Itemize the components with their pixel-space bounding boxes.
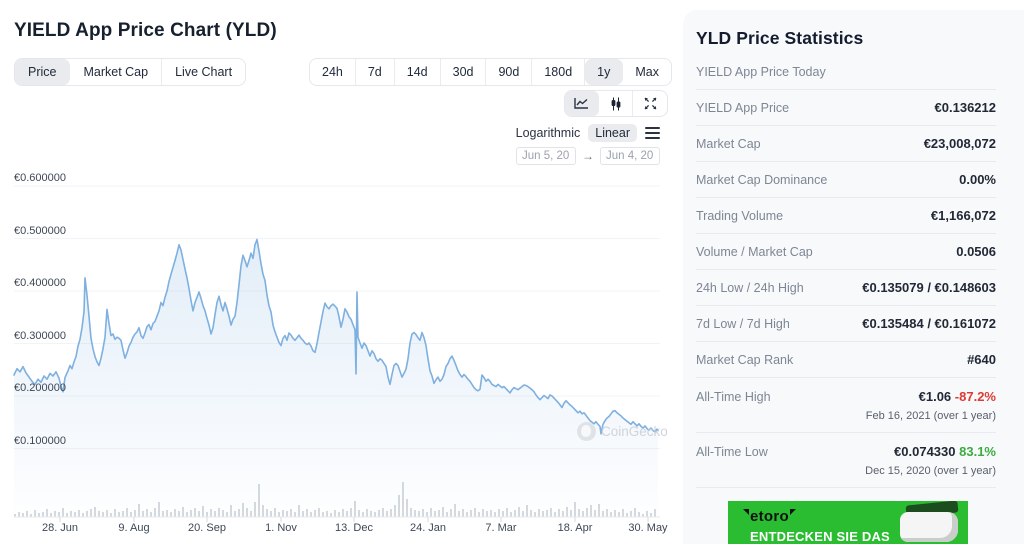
atl-change-pct: 83.1% xyxy=(959,444,996,459)
chart-section: YIELD App Price Chart (YLD) Price Market… xyxy=(0,20,683,542)
date-range-row: → xyxy=(0,147,660,165)
stat-label: Market Cap Dominance xyxy=(696,172,828,187)
atl-value: €0.074330 83.1% xyxy=(894,444,996,459)
fullscreen-icon[interactable] xyxy=(633,91,667,116)
ath-change-pct: -87.2% xyxy=(954,389,996,404)
chart-menu-icon[interactable] xyxy=(645,125,660,142)
date-from-input[interactable] xyxy=(516,147,576,165)
ad-headline: ENTDECKEN SIE DAS xyxy=(750,529,890,544)
ath-date: Feb 16, 2021 (over 1 year) xyxy=(865,410,996,422)
price-line xyxy=(13,238,659,435)
x-axis-tick: 7. Mar xyxy=(485,522,517,534)
stat-row-atl: All-Time Low €0.074330 83.1% Dec 15, 202… xyxy=(696,433,996,488)
stat-row-rank: Market Cap Rank #640 xyxy=(696,342,996,378)
y-axis-tick: €0.200000 xyxy=(14,382,66,394)
line-chart-icon[interactable] xyxy=(565,91,599,116)
stat-label: Market Cap Rank xyxy=(696,352,794,367)
stat-value: 0.0506 xyxy=(956,244,996,259)
stat-label: Market Cap xyxy=(696,136,761,151)
x-axis-tick: 18. Apr xyxy=(557,522,593,534)
stat-row-market-cap: Market Cap €23,008,072 xyxy=(696,126,996,162)
watermark-label: CoinGecko xyxy=(601,424,668,439)
y-axis-tick: €0.600000 xyxy=(14,172,66,184)
scale-toggle-row: Logarithmic Linear xyxy=(0,124,660,142)
y-axis-tick: €0.500000 xyxy=(14,224,66,237)
stat-value: €23,008,072 xyxy=(923,136,996,151)
etoro-ad-banner[interactable]: etoro ENTDECKEN SIE DAS xyxy=(728,501,968,544)
x-axis-tick: 28. Jun xyxy=(41,522,79,534)
range-180d[interactable]: 180d xyxy=(532,59,586,85)
y-axis-tick: €0.400000 xyxy=(14,277,66,289)
range-90d[interactable]: 90d xyxy=(486,59,533,85)
stat-label: 7d Low / 7d High xyxy=(696,316,790,331)
arrow-right-icon: → xyxy=(582,149,594,163)
stat-label: All-Time High xyxy=(696,390,771,404)
price-chart[interactable]: €0.600000 €0.500000 €0.400000 €0.300000 €0.2… xyxy=(0,170,683,542)
atl-date: Dec 15, 2020 (over 1 year) xyxy=(865,465,996,477)
page-title: YIELD App Price Chart (YLD) xyxy=(14,20,277,41)
tab-live-chart[interactable]: Live Chart xyxy=(175,65,233,79)
price-statistics-panel: YLD Price Statistics YIELD App Price Tod… xyxy=(683,10,1024,544)
stat-label: Trading Volume xyxy=(696,208,784,223)
range-14d[interactable]: 14d xyxy=(395,59,441,85)
range-1y[interactable]: 1y xyxy=(585,59,624,85)
x-axis-tick: 1. Nov xyxy=(265,522,297,534)
chart-tab-group: Price Market Cap Live Chart xyxy=(14,58,247,86)
stat-row-dominance: Market Cap Dominance 0.00% xyxy=(696,162,996,198)
stat-label: Volume / Market Cap xyxy=(696,244,813,259)
etoro-logo: etoro xyxy=(743,508,796,525)
coingecko-logo-icon xyxy=(577,422,596,441)
stat-value: 0.00% xyxy=(959,172,996,187)
vr-headset-image xyxy=(900,501,962,543)
stat-label: 24h Low / 24h High xyxy=(696,280,804,295)
range-30d[interactable]: 30d xyxy=(441,59,487,85)
tab-market-cap[interactable]: Market Cap xyxy=(70,59,163,85)
stat-value: €1,166,072 xyxy=(930,208,996,223)
tab-price[interactable]: Price xyxy=(15,59,71,85)
stat-row-volume-mcap: Volume / Market Cap 0.0506 xyxy=(696,234,996,270)
price-chart-svg xyxy=(13,185,660,522)
stat-value: #640 xyxy=(967,352,996,367)
stat-label: YIELD App Price xyxy=(696,100,790,115)
stat-row-ath: All-Time High €1.06 -87.2% Feb 16, 2021 … xyxy=(696,378,996,433)
stats-title: YLD Price Statistics xyxy=(696,28,864,48)
range-max[interactable]: Max xyxy=(635,65,659,79)
date-to-input[interactable] xyxy=(600,147,660,165)
stat-label: All-Time Low xyxy=(696,445,768,459)
chart-type-toolbar xyxy=(564,90,668,117)
x-axis-tick: 20. Sep xyxy=(188,522,226,534)
stat-value: €0.135079 / €0.148603 xyxy=(862,280,996,295)
stat-row-price: YIELD App Price €0.136212 xyxy=(696,90,996,126)
coingecko-watermark: CoinGecko xyxy=(577,422,668,441)
ath-value: €1.06 -87.2% xyxy=(918,389,996,404)
range-24h[interactable]: 24h xyxy=(310,59,356,85)
y-axis-tick: €0.300000 xyxy=(14,329,66,342)
y-axis-tick: €0.100000 xyxy=(14,434,66,447)
time-range-group: 24h 7d 14d 30d 90d 180d 1y Max xyxy=(309,58,672,86)
stat-row-24h-low-high: 24h Low / 24h High €0.135079 / €0.148603 xyxy=(696,270,996,306)
x-axis-tick: 9. Aug xyxy=(118,522,150,534)
x-axis-tick: 24. Jan xyxy=(409,522,447,534)
x-axis-tick: 30. May xyxy=(628,522,668,534)
logarithmic-toggle[interactable]: Logarithmic xyxy=(515,126,581,140)
stat-row-volume: Trading Volume €1,166,072 xyxy=(696,198,996,234)
stat-value: €0.136212 xyxy=(934,100,996,115)
stats-section-label: YIELD App Price Today xyxy=(696,65,996,90)
stat-row-7d-low-high: 7d Low / 7d High €0.135484 / €0.161072 xyxy=(696,306,996,342)
stat-value: €0.135484 / €0.161072 xyxy=(862,316,996,331)
candlestick-icon[interactable] xyxy=(599,91,633,116)
x-axis-tick: 13. Dec xyxy=(335,522,373,534)
range-7d[interactable]: 7d xyxy=(356,59,395,85)
linear-toggle[interactable]: Linear xyxy=(588,124,637,142)
